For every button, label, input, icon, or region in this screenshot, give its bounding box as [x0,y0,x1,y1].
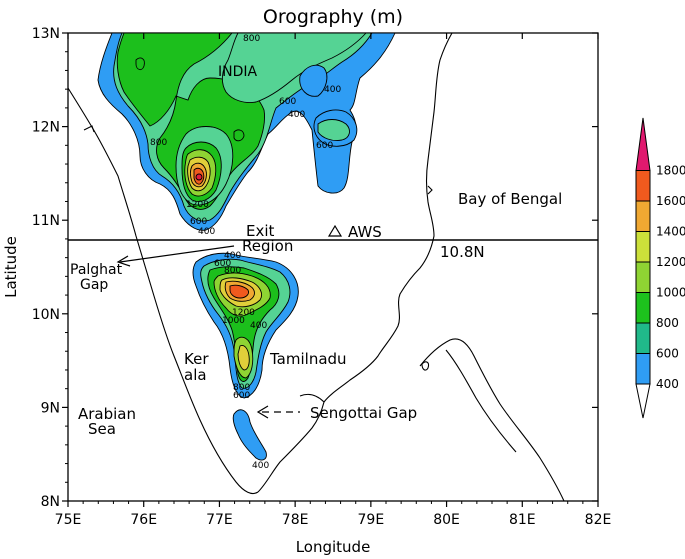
contour-label: 800 [224,266,241,276]
y-tick-label: 13N [32,26,60,42]
peak-1800-north [195,173,203,181]
colorbar-segment [635,200,651,232]
orography-north [97,32,396,231]
y-tick-label: 9N [41,400,60,416]
x-tick-label: 76E [130,512,157,528]
gulf-of-mannar [299,393,325,403]
east-coast [257,32,453,493]
contour-fill-600-east-lobe [317,119,350,141]
srilanka-coast [419,338,565,502]
contour-label: 1200 [186,200,209,210]
label-palghat-1: Palghat [70,262,123,278]
contour-label: 400 [288,110,305,120]
colorbar-label: 1600 [656,194,685,208]
coastline [67,32,565,502]
y-axis-title: Latitude [2,236,20,298]
contour-label: 600 [279,97,296,107]
contour-label: 400 [324,85,341,95]
label-palghat-2: Gap [80,277,108,293]
label-bay-of-bengal: Bay of Bengal [458,190,562,208]
colorbar-label: 1000 [656,286,685,300]
label-arabian-2: Sea [88,420,116,438]
sengottai-arrow [256,405,300,419]
x-axis-title: Longitude [296,538,371,556]
label-aws: AWS [348,223,382,241]
orography-south [192,252,299,461]
x-tick-label: 79E [358,512,385,528]
label-arabian-1: Arabian [78,405,136,423]
contour-label: 800 [150,138,167,148]
colorbar-label: 1800 [656,164,685,178]
colorbar-label: 1400 [656,225,685,239]
colorbar-over-triangle [635,117,651,171]
label-tamilnadu: Tamilnadu [269,350,347,368]
contour-fill-800-small [233,129,245,142]
colorbar-under-triangle [635,383,651,419]
contour-fill-400-ne [299,64,328,97]
colorbar-label: 600 [656,347,679,361]
colorbar-label: 400 [656,377,679,391]
latitude-10-8-label: 10.8N [440,243,485,261]
contour-label: 400 [198,227,215,237]
colorbar-segment [635,170,651,202]
x-tick-label: 81E [509,512,536,528]
srilanka-inner [445,349,517,453]
contour-label: 1000 [222,316,245,326]
x-tick-label: 75E [55,512,82,528]
label-exit-2: Region [242,237,293,255]
coast-notch-1 [427,185,433,195]
colorbar-label: 800 [656,316,679,330]
contour-fill-400-sengottai [232,409,267,461]
contour-label: 600 [214,259,231,269]
label-exit-1: Exit [246,222,275,240]
palghat-arrow-head [116,255,131,267]
y-tick-label: 8N [41,494,60,510]
contour-label: 600 [233,391,250,401]
contour-fill-600-north-hill [221,32,368,103]
contour-fill-1200-kerala [237,345,250,371]
contour-label: 400 [250,321,267,331]
map-title: Orography (m) [263,6,403,28]
label-kerala-2: ala [184,366,207,384]
contour-label: 800 [233,383,250,393]
x-tick-label: 78E [282,512,309,528]
x-tick-label: 77E [206,512,233,528]
x-tick-label: 82E [585,512,612,528]
contour-label: 600 [190,217,207,227]
colorbar: 400 600 800 1000 1200 1400 1600 1800 [635,117,685,419]
colorbar-label: 1200 [656,255,685,269]
y-tick-label: 11N [32,213,60,229]
contour-fill-800-dot [135,57,145,71]
contour-label: 400 [224,251,241,261]
contour-label: 800 [243,34,260,44]
label-kerala-1: Ker [184,350,209,368]
colorbar-segment [635,261,651,293]
contour-label: 1200 [232,308,255,318]
y-tick-label: 10N [32,307,60,323]
label-sengottai-gap: Sengottai Gap [310,404,417,422]
contour-fill-1600-south [229,284,249,299]
x-tick-label: 80E [433,512,460,528]
colorbar-segment [635,292,651,324]
island-small [421,361,430,371]
contour-labels: 800 400 600 400 800 600 1200 600 400 400… [150,34,341,471]
colorbar-segment [635,231,651,263]
aws-triangle-icon [327,224,343,237]
colorbar-segment [635,353,651,385]
y-tick-label: 12N [32,120,60,136]
contour-label: 400 [252,461,269,471]
west-coast [67,87,259,495]
colorbar-segment [635,322,651,354]
coast-notch-2 [83,125,95,133]
sengottai-arrow-head [256,405,269,419]
contour-label: 600 [316,141,333,151]
y-axis: 8N 9N 10N 11N 12N 13N [32,26,598,510]
palghat-arrow [116,245,235,267]
x-axis: 75E 76E 77E 78E 79E 80E 81E 82E [55,33,612,528]
label-india: INDIA [218,64,258,80]
